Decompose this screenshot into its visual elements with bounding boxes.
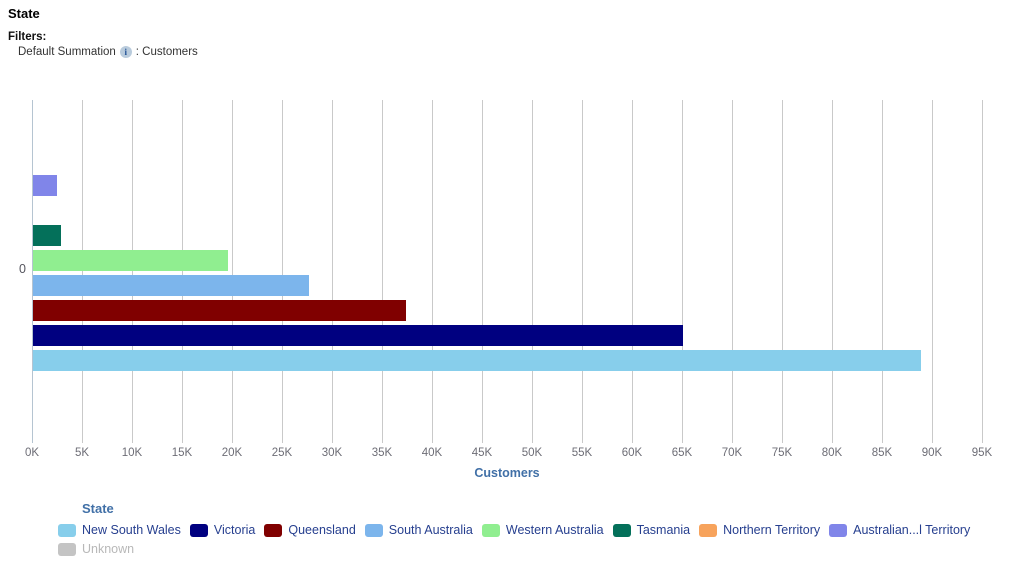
x-tick-label: 65K (671, 447, 693, 459)
x-tick-label: 0K (24, 447, 40, 459)
category-tick-label: 0 (19, 262, 26, 276)
x-tick-label: 70K (721, 447, 743, 459)
legend-item-label: Australian...l Territory (853, 523, 971, 537)
gridline (932, 100, 933, 443)
y-axis-line (32, 100, 33, 443)
legend-item-south-australia[interactable]: South Australia (364, 523, 473, 537)
filter-summary: Default Summation i : Customers (18, 46, 198, 58)
legend-swatch (58, 542, 76, 556)
gridline (82, 100, 83, 443)
legend: State New South Wales Victoria Queensland S… (58, 501, 998, 561)
legend-item-queensland[interactable]: Queensland (264, 523, 356, 537)
gridline (182, 100, 183, 443)
bar-new-south-wales[interactable] (33, 350, 921, 371)
gridline (332, 100, 333, 443)
x-tick-label: 25K (271, 447, 293, 459)
x-tick-label: 45K (471, 447, 493, 459)
legend-item-label: Victoria (213, 523, 256, 537)
gridline (532, 100, 533, 443)
gridline (982, 100, 983, 443)
legend-swatch (829, 523, 848, 537)
legend-rows: New South Wales Victoria Queensland South A… (58, 523, 998, 556)
gridline (632, 100, 633, 443)
legend-item-label: Northern Territory (723, 523, 821, 537)
legend-swatch (481, 523, 500, 537)
x-tick-label: 5K (74, 447, 90, 459)
gridline (382, 100, 383, 443)
legend-item-label: Western Australia (505, 523, 604, 537)
gridline (782, 100, 783, 443)
gridline (282, 100, 283, 443)
x-tick-label: 35K (371, 447, 393, 459)
legend-swatch (364, 523, 383, 537)
gridline (432, 100, 433, 443)
legend-item-tasmania[interactable]: Tasmania (612, 523, 691, 537)
x-tick-label: 75K (771, 447, 793, 459)
legend-row: Unknown (58, 542, 998, 556)
filters-label: Filters: (8, 31, 47, 43)
legend-swatch (58, 523, 76, 537)
info-icon[interactable]: i (119, 46, 132, 58)
x-tick-label: 40K (421, 447, 443, 459)
legend-item-australian-l-territory[interactable]: Australian...l Territory (829, 523, 970, 537)
legend-item-label: Queensland (288, 523, 356, 537)
bar-south-australia[interactable] (33, 275, 309, 296)
legend-item-northern-territory[interactable]: Northern Territory (699, 523, 820, 537)
gridline (882, 100, 883, 443)
gridline (682, 100, 683, 443)
x-tick-label: 20K (221, 447, 243, 459)
gridline (832, 100, 833, 443)
bar-victoria[interactable] (33, 325, 683, 346)
legend-item-label: Tasmania (636, 523, 691, 537)
legend-swatch (264, 523, 283, 537)
legend-row: New South Wales Victoria Queensland South A… (58, 523, 998, 537)
legend-item-label: South Australia (388, 523, 473, 537)
bar-queensland[interactable] (33, 300, 406, 321)
gridline (732, 100, 733, 443)
filter-summary-value: : Customers (135, 46, 198, 58)
filter-summary-prefix: Default Summation (18, 46, 116, 58)
x-tick-label: 90K (921, 447, 943, 459)
x-tick-label: 15K (171, 447, 193, 459)
plot-area (32, 100, 983, 443)
legend-item-label: Unknown (82, 542, 135, 556)
gridline (582, 100, 583, 443)
legend-swatch (699, 523, 718, 537)
legend-item-victoria[interactable]: Victoria (189, 523, 256, 537)
legend-item-label: New South Wales (82, 523, 181, 537)
x-tick-label: 80K (821, 447, 843, 459)
x-tick-label: 95K (971, 447, 993, 459)
x-tick-label: 10K (121, 447, 143, 459)
x-tick-label: 50K (521, 447, 543, 459)
x-tick-label: 30K (321, 447, 343, 459)
bar-tasmania[interactable] (33, 225, 61, 246)
legend-item-western-australia[interactable]: Western Australia (481, 523, 604, 537)
x-tick-label: 60K (621, 447, 643, 459)
legend-item-new-south-wales[interactable]: New South Wales (58, 523, 181, 537)
x-axis-title: Customers (474, 466, 540, 480)
x-tick-label: 55K (571, 447, 593, 459)
bar-western-australia[interactable] (33, 250, 228, 271)
legend-swatch (189, 523, 208, 537)
legend-swatch (612, 523, 631, 537)
bar-australian-l-territory[interactable] (33, 175, 57, 196)
page-title: State (8, 6, 40, 21)
gridline (132, 100, 133, 443)
legend-item-unknown[interactable]: Unknown (58, 542, 134, 556)
gridline (482, 100, 483, 443)
gridline (232, 100, 233, 443)
x-tick-label: 85K (871, 447, 893, 459)
legend-title: State (82, 501, 114, 516)
